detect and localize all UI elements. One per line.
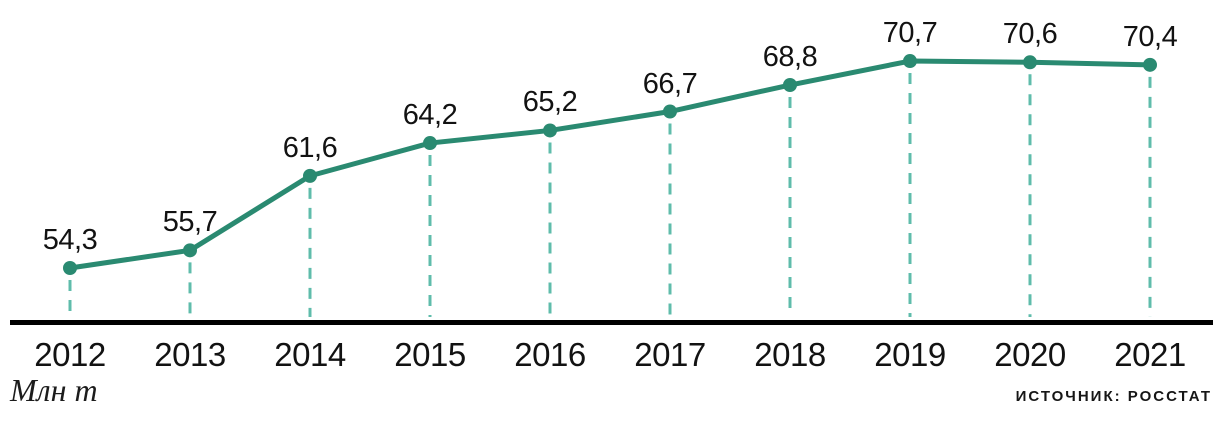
data-point-2012	[63, 261, 77, 275]
series-line	[67, 58, 1153, 271]
data-point-2018	[783, 78, 797, 93]
x-axis-line	[10, 320, 1213, 325]
data-point-2015	[423, 136, 437, 151]
data-point-2020	[1023, 55, 1037, 70]
data-point-2021	[1143, 57, 1157, 72]
data-point-2017	[663, 104, 677, 119]
data-point-2013	[183, 243, 197, 258]
data-point-2014	[303, 168, 317, 183]
source-attribution: ИСТОЧНИК: РОССТАТ	[1015, 388, 1212, 405]
data-point-2016	[543, 123, 557, 138]
y-axis-unit-label: Млн т	[10, 372, 98, 408]
data-point-2019	[903, 54, 917, 69]
